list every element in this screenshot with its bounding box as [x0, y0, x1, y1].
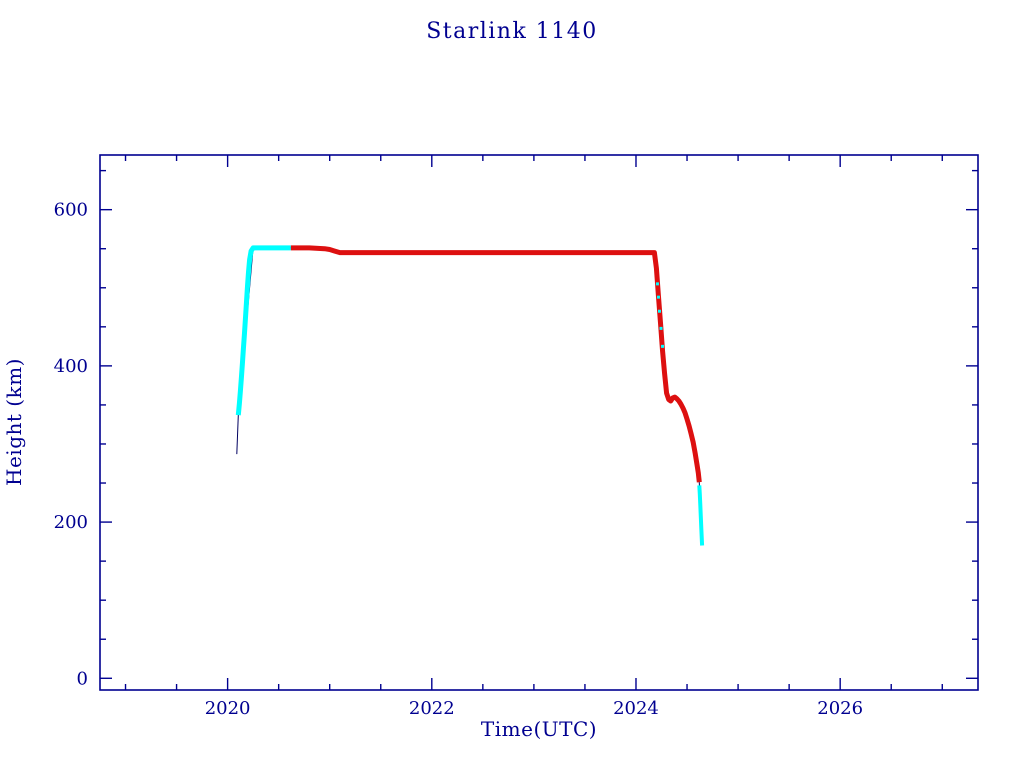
- series-deorbit-cyan-specks-marker: [661, 344, 665, 348]
- plot-area: 2020 2022 2024 2026 0 200 400 600: [54, 154, 979, 719]
- series-ascent-and-early-ops-cyan: [235, 245, 291, 416]
- x-axis-label: Time(UTC): [481, 717, 597, 741]
- series-deorbit-cyan-specks-marker: [659, 326, 663, 330]
- series-deorbit-cyan-specks-marker: [656, 295, 660, 299]
- series-orbit-track-line: [236, 247, 703, 546]
- x-tick-label: 2020: [205, 698, 251, 719]
- series-deorbit-cyan-specks-marker: [655, 282, 659, 286]
- x-tick-label: 2026: [817, 698, 863, 719]
- y-tick-label: 200: [54, 512, 88, 533]
- x-tick-label: 2022: [409, 698, 455, 719]
- chart-title: Starlink 1140: [426, 19, 598, 44]
- series-deorbit-cyan-specks-marker: [657, 309, 661, 313]
- y-tick-label: 600: [54, 200, 88, 221]
- x-tick-label: 2024: [613, 698, 659, 719]
- y-tick-label: 400: [54, 356, 88, 377]
- series-operational-and-deorbit-red: [290, 245, 702, 483]
- y-tick-label: 0: [77, 668, 88, 689]
- axes-frame: [99, 154, 979, 691]
- y-axis-label: Height (km): [2, 358, 26, 486]
- series-final-decay-cyan: [697, 485, 705, 546]
